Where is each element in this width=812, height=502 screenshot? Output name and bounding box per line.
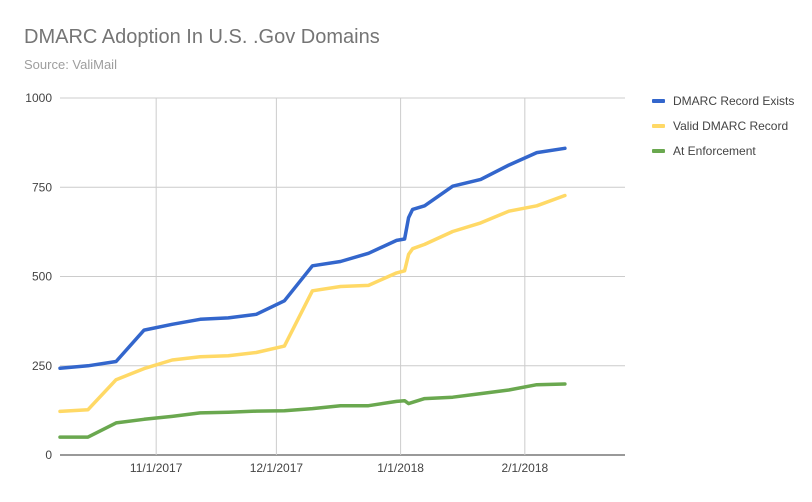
y-tick-label: 500 <box>32 270 52 284</box>
y-tick-label: 250 <box>32 359 52 373</box>
legend-label: At Enforcement <box>673 143 756 158</box>
y-tick-label: 750 <box>32 180 52 194</box>
series-line-2 <box>58 193 567 414</box>
legend-swatch <box>652 148 665 153</box>
chart-subtitle: Source: ValiMail <box>24 57 117 72</box>
legend-item: At Enforcement <box>652 138 794 163</box>
series-line-3 <box>58 382 567 439</box>
legend-label: DMARC Record Exists <box>673 93 795 108</box>
legend-label: Valid DMARC Record <box>673 118 789 133</box>
legend-item: DMARC Record Exists <box>652 88 794 113</box>
legend-swatch <box>652 123 665 128</box>
legend-swatch <box>652 98 665 103</box>
legend: DMARC Record Exists Valid DMARC Record At … <box>652 88 794 163</box>
x-tick-label: 12/1/2017 <box>250 461 304 475</box>
legend-item: Valid DMARC Record <box>652 113 794 138</box>
x-tick-label: 11/1/2017 <box>130 461 183 475</box>
x-tick-label: 2/1/2018 <box>501 461 548 475</box>
x-tick-label: 1/1/2018 <box>377 461 424 475</box>
chart-title: DMARC Adoption In U.S. .Gov Domains <box>24 26 380 48</box>
y-tick-label: 1000 <box>25 91 52 105</box>
series-line-1 <box>58 146 567 370</box>
y-tick-label: 0 <box>45 448 52 462</box>
